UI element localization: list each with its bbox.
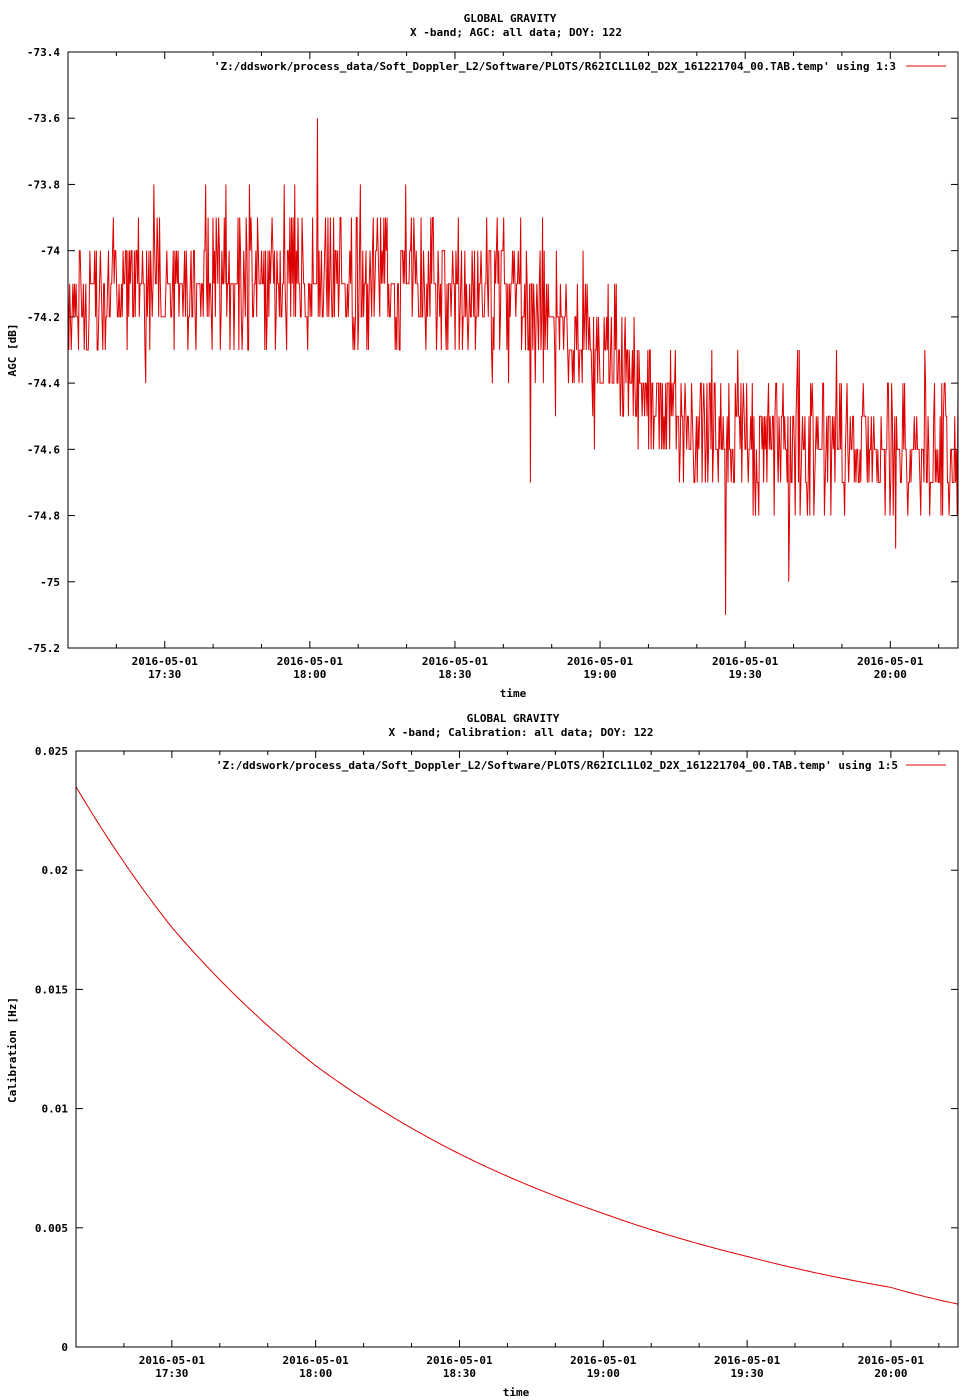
calibration-x-tick-time: 20:00 bbox=[874, 1367, 907, 1380]
agc-y-axis-label: AGC [dB] bbox=[6, 324, 19, 377]
agc-y-tick-label: -74.6 bbox=[27, 443, 60, 456]
calibration-x-tick-date: 2016-05-01 bbox=[858, 1354, 925, 1367]
calibration-plot-frame bbox=[75, 750, 959, 1348]
calibration-x-tick-time: 18:00 bbox=[299, 1367, 332, 1380]
agc-plot-frame bbox=[67, 51, 959, 649]
agc-series-line bbox=[67, 118, 959, 615]
agc-x-tick-time: 19:30 bbox=[729, 668, 762, 681]
agc-y-tick-label: -74.8 bbox=[27, 510, 60, 523]
agc-x-tick-date: 2016-05-01 bbox=[857, 655, 924, 668]
agc-y-tick-label: -73.6 bbox=[27, 112, 60, 125]
agc-y-tick-label: -73.4 bbox=[27, 46, 60, 59]
agc-x-tick-time: 20:00 bbox=[874, 668, 907, 681]
agc-series-group bbox=[67, 118, 959, 615]
agc-x-tick-date: 2016-05-01 bbox=[132, 655, 199, 668]
agc-y-tick-label: -73.8 bbox=[27, 178, 60, 191]
calibration-x-tick-date: 2016-05-01 bbox=[570, 1354, 637, 1367]
calibration-x-tick-time: 19:30 bbox=[731, 1367, 764, 1380]
calibration-x-tick-time: 18:30 bbox=[443, 1367, 476, 1380]
agc-legend-label: 'Z:/ddswork/process_data/Soft_Doppler_L2… bbox=[214, 60, 896, 73]
calibration-axis-ticks: 00.0050.010.0150.020.0252016-05-0117:302… bbox=[35, 745, 958, 1380]
calibration-y-axis-label: Calibration [Hz] bbox=[6, 997, 19, 1103]
agc-y-tick-label: -74.4 bbox=[27, 377, 60, 390]
calibration-x-axis-label: time bbox=[503, 1386, 530, 1399]
agc-x-axis-label: time bbox=[500, 687, 527, 700]
agc-axis-ticks: -73.4 -73.6 -73.8 -74 -74.2 -74.4 -74.6 -74.8 -7… bbox=[27, 46, 958, 681]
agc-y-tick-label: -75.2 bbox=[27, 642, 60, 655]
calibration-chart-subtitle: X -band; Calibration: all data; DOY: 122 bbox=[389, 726, 654, 739]
calibration-x-tick-date: 2016-05-01 bbox=[426, 1354, 493, 1367]
calibration-x-tick-time: 19:00 bbox=[587, 1367, 620, 1380]
agc-y-tick-label: -75 bbox=[40, 576, 60, 589]
agc-chart-subtitle: X -band; AGC: all data; DOY: 122 bbox=[410, 26, 622, 39]
agc-x-tick-time: 19:00 bbox=[584, 668, 617, 681]
calibration-y-tick-label: 0.01 bbox=[42, 1103, 69, 1116]
agc-x-tick-date: 2016-05-01 bbox=[567, 655, 634, 668]
calibration-x-tick-date: 2016-05-01 bbox=[139, 1354, 206, 1367]
agc-x-tick-time: 18:00 bbox=[293, 668, 326, 681]
agc-x-tick-time: 18:30 bbox=[438, 668, 471, 681]
agc-x-tick-date: 2016-05-01 bbox=[422, 655, 489, 668]
agc-x-tick-time: 17:30 bbox=[148, 668, 181, 681]
calibration-y-tick-label: 0.015 bbox=[35, 983, 68, 996]
agc-x-tick-date: 2016-05-01 bbox=[277, 655, 344, 668]
calibration-chart-title: GLOBAL GRAVITY bbox=[467, 712, 560, 725]
agc-chart-title: GLOBAL GRAVITY bbox=[464, 12, 557, 25]
agc-chart: GLOBAL GRAVITY X -band; AGC: all data; D… bbox=[6, 12, 959, 700]
calibration-x-tick-date: 2016-05-01 bbox=[283, 1354, 350, 1367]
agc-x-tick-date: 2016-05-01 bbox=[712, 655, 779, 668]
calibration-y-tick-label: 0 bbox=[61, 1341, 68, 1354]
calibration-series-line bbox=[75, 786, 959, 1305]
calibration-y-tick-label: 0.025 bbox=[35, 745, 68, 758]
agc-y-tick-label: -74.2 bbox=[27, 311, 60, 324]
agc-y-tick-label: -74 bbox=[40, 245, 60, 258]
calibration-x-tick-time: 17:30 bbox=[155, 1367, 188, 1380]
calibration-legend-label: 'Z:/ddswork/process_data/Soft_Doppler_L2… bbox=[216, 759, 898, 772]
calibration-y-tick-label: 0.005 bbox=[35, 1222, 68, 1235]
calibration-series-group bbox=[75, 786, 959, 1305]
calibration-chart: GLOBAL GRAVITY X -band; Calibration: all… bbox=[6, 712, 959, 1399]
calibration-y-tick-label: 0.02 bbox=[42, 864, 69, 877]
calibration-x-tick-date: 2016-05-01 bbox=[714, 1354, 781, 1367]
